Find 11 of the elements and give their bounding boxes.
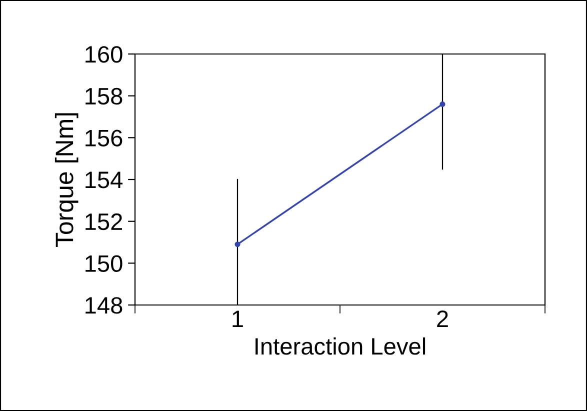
y-tick-label: 150 xyxy=(86,255,122,272)
y-tick-label: 160 xyxy=(86,46,122,63)
y-tick-label: 156 xyxy=(86,130,122,146)
y-tick-label: 158 xyxy=(86,88,122,105)
y-axis-title: Torque [Nm] xyxy=(54,113,78,248)
x-tick-label: 2 xyxy=(437,310,448,327)
x-tick-label: 1 xyxy=(232,310,243,327)
y-tick-label: 152 xyxy=(86,213,122,230)
x-axis-title: Interaction Level xyxy=(256,337,426,355)
y-tick-label: 154 xyxy=(86,172,123,188)
y-tick-label: 148 xyxy=(86,297,122,314)
